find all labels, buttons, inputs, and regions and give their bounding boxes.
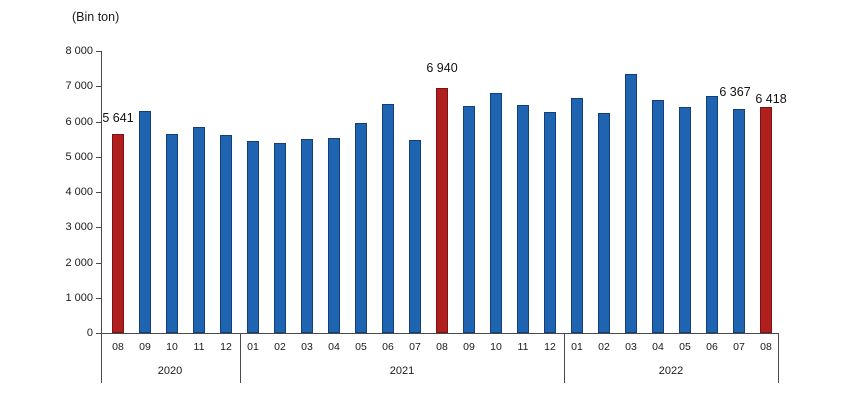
bar-2020-10 [166, 133, 178, 333]
x-tick-label-2022-01: 01 [571, 341, 583, 353]
bar-2021-06 [382, 103, 394, 333]
unit-label: (Bin ton) [72, 10, 120, 24]
y-tick-label: 3 000 [65, 221, 93, 233]
x-tick-label-2022-02: 02 [598, 341, 610, 353]
x-tick-label-2021-05: 05 [355, 341, 367, 353]
y-axis-tick [96, 263, 101, 264]
x-tick-label-2021-07: 07 [409, 341, 421, 353]
x-tick-label-2021-12: 12 [544, 341, 556, 353]
x-tick-label-2020-08: 08 [112, 341, 124, 353]
year-label-2022: 2022 [658, 365, 684, 377]
bar-2022-01 [571, 98, 583, 333]
bar-2022-08 [760, 106, 772, 333]
bar-2020-12 [220, 135, 232, 333]
y-tick-label: 7 000 [65, 80, 93, 92]
bar-2020-09 [139, 110, 151, 333]
x-tick-label-2022-03: 03 [625, 341, 637, 353]
year-separator-line [778, 333, 779, 383]
bar-2022-02 [598, 113, 610, 333]
y-tick-label: 4 000 [65, 186, 93, 198]
x-tick-label-2021-02: 02 [274, 341, 286, 353]
x-tick-label-2021-03: 03 [301, 341, 313, 353]
bar-2021-07 [409, 140, 421, 333]
x-tick-label-2022-04: 04 [652, 341, 664, 353]
bar-2022-03 [625, 73, 637, 333]
year-separator-line [240, 333, 241, 383]
x-tick-label-2020-12: 12 [220, 341, 232, 353]
x-tick-label-2021-09: 09 [463, 341, 475, 353]
x-tick-label-2022-08: 08 [760, 341, 772, 353]
bar-2022-06 [706, 96, 718, 333]
year-separator-line [564, 333, 565, 383]
y-tick-label: 5 000 [65, 151, 93, 163]
x-tick-label-2020-09: 09 [139, 341, 151, 353]
year-label-2021: 2021 [389, 365, 415, 377]
bar-2022-05 [679, 106, 691, 333]
bar-2021-12 [544, 111, 556, 333]
bar-2021-04 [328, 137, 340, 333]
bar-2020-11 [193, 127, 205, 333]
bar-value-label-2020-08: 5 641 [102, 111, 134, 126]
bar-2021-05 [355, 123, 367, 333]
x-tick-label-2021-06: 06 [382, 341, 394, 353]
x-axis-line [101, 333, 779, 334]
x-tick-label-2021-01: 01 [247, 341, 259, 353]
x-tick-label-2022-07: 07 [733, 341, 745, 353]
x-tick-label-2021-04: 04 [328, 341, 340, 353]
y-axis-line [101, 51, 102, 333]
y-axis-tick [96, 157, 101, 158]
bar-2021-09 [463, 106, 475, 333]
x-tick-label-2021-11: 11 [517, 341, 529, 353]
bar-2021-02 [274, 143, 286, 333]
bar-2021-01 [247, 140, 259, 333]
bar-2021-08 [436, 88, 448, 333]
bar-2022-04 [652, 99, 664, 333]
y-tick-label: 6 000 [65, 116, 93, 128]
x-tick-label-2020-11: 11 [193, 341, 205, 353]
y-axis-tick [96, 192, 101, 193]
year-label-2020: 2020 [157, 365, 183, 377]
bar-2021-03 [301, 139, 313, 333]
y-tick-label: 8 000 [65, 45, 93, 57]
y-axis-tick [96, 333, 101, 334]
bar-2020-08 [112, 134, 124, 333]
y-tick-label: 2 000 [65, 257, 93, 269]
y-axis-tick [96, 227, 101, 228]
y-axis-tick [96, 51, 101, 52]
x-tick-label-2021-10: 10 [490, 341, 502, 353]
y-tick-label: 1 000 [65, 292, 93, 304]
x-tick-label-2022-06: 06 [706, 341, 718, 353]
bar-2021-11 [517, 105, 529, 333]
x-tick-label-2021-08: 08 [436, 341, 448, 353]
bar-2021-10 [490, 92, 502, 333]
x-tick-label-2020-10: 10 [166, 341, 178, 353]
y-axis-tick [96, 122, 101, 123]
y-axis-tick [96, 298, 101, 299]
bar-2022-07 [733, 108, 745, 333]
year-separator-line [101, 333, 102, 383]
x-tick-label-2022-05: 05 [679, 341, 691, 353]
bar-value-label-2022-07: 6 367 [719, 84, 751, 99]
y-axis-tick [96, 86, 101, 87]
bar-value-label-2021-08: 6 940 [426, 61, 458, 76]
y-tick-label: 0 [86, 327, 93, 339]
bar-value-label-2022-08: 6 418 [755, 91, 787, 106]
